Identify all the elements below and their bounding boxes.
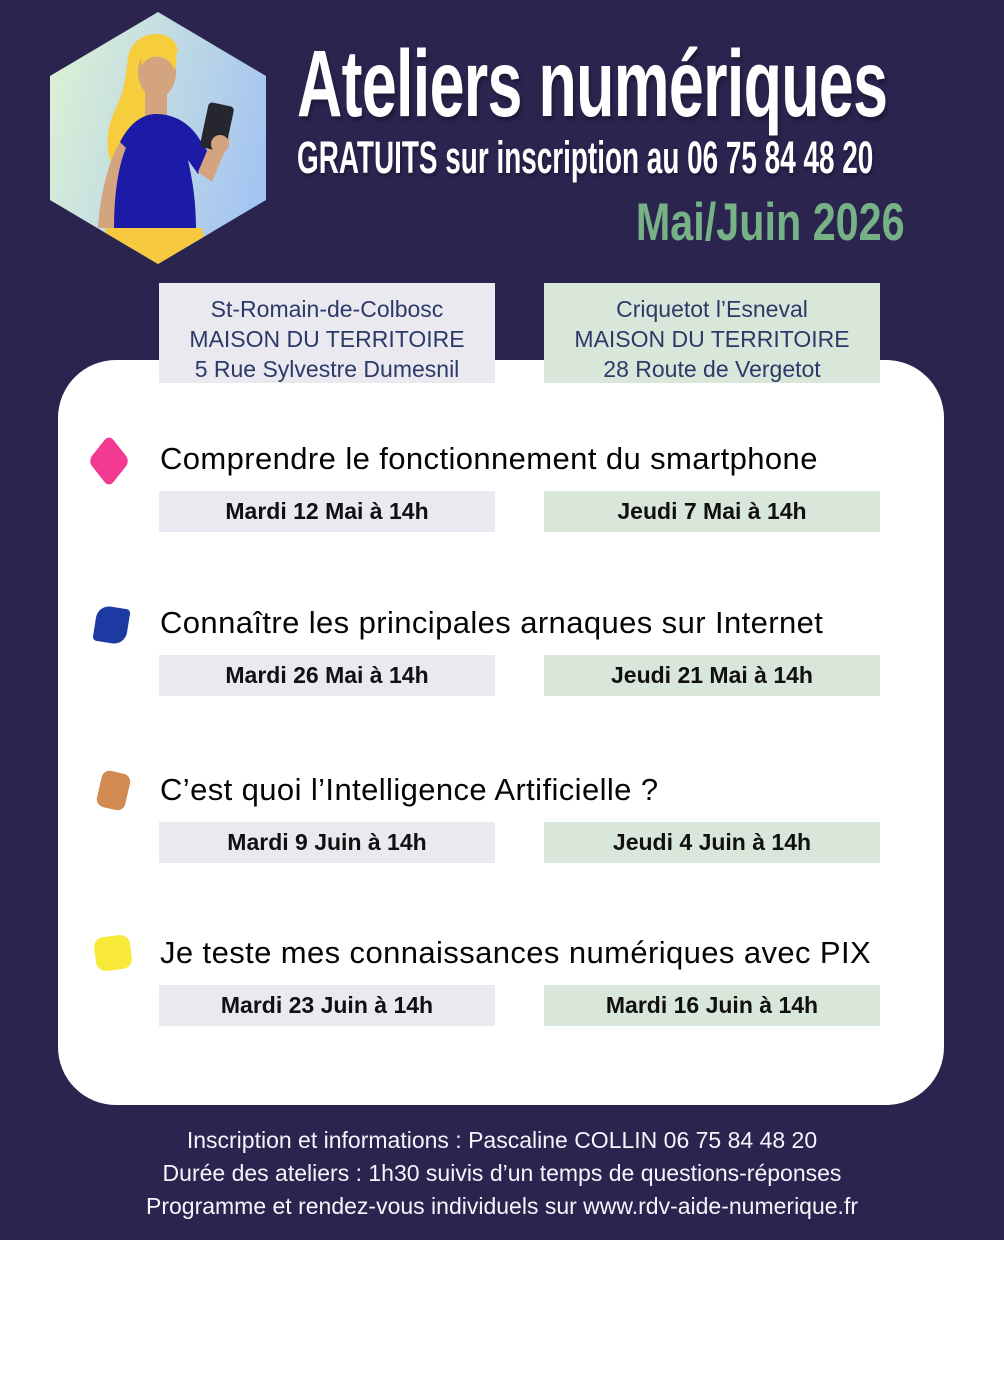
workshop-bullet-square-yellow — [93, 933, 133, 973]
workshops-card — [58, 360, 944, 1105]
location-city: St-Romain-de-Colbosc — [210, 296, 444, 322]
location-address: 5 Rue Sylvestre Dumesnil — [194, 356, 460, 382]
workshop-date-criquetot: Mardi 16 Juin à 14h — [544, 985, 880, 1026]
woman-with-phone-illustration — [50, 12, 266, 264]
location-venue: MAISON DU TERRITOIRE — [189, 326, 465, 352]
neck — [145, 90, 167, 120]
workshop-date-criquetot: Jeudi 4 Juin à 14h — [544, 822, 880, 863]
hair-front — [140, 42, 177, 70]
workshop-date-st-romain: Mardi 26 Mai à 14h — [159, 655, 495, 696]
workshop-title: Comprendre le fonctionnement du smartpho… — [160, 441, 818, 476]
location-city: Criquetot l’Esneval — [616, 296, 808, 322]
location-venue: MAISON DU TERRITOIRE — [574, 326, 850, 352]
footer-line-duree: Durée des ateliers : 1h30 suivis d’un te… — [162, 1160, 842, 1186]
skirt — [98, 228, 210, 264]
logo-band: RÉPUBLIQUE FRANÇAISE Liberté Égalité Fra… — [0, 1240, 1004, 1387]
workshop-date-st-romain: Mardi 23 Juin à 14h — [159, 985, 495, 1026]
period-label: Mai/Juin 2026 — [636, 193, 905, 252]
location-address: 28 Route de Vergetot — [603, 356, 821, 382]
workshop-title: Connaître les principales arnaques sur I… — [160, 605, 824, 640]
footer-line-programme: Programme et rendez-vous individuels sur… — [145, 1193, 858, 1219]
workshop-date-st-romain: Mardi 12 Mai à 14h — [159, 491, 495, 532]
location-box-criquetot: Criquetot l’Esneval MAISON DU TERRITOIRE… — [544, 283, 880, 383]
location-box-st-romain: St-Romain-de-Colbosc MAISON DU TERRITOIR… — [159, 283, 495, 383]
workshop-title: C’est quoi l’Intelligence Artificielle ? — [160, 772, 659, 807]
hand — [211, 135, 229, 153]
page-title: Ateliers numériques — [297, 31, 888, 137]
workshop-title: Je teste mes connaissances numériques av… — [160, 935, 872, 970]
hexagon-illustration — [48, 10, 268, 266]
left-arm — [98, 142, 126, 228]
workshop-date-criquetot: Jeudi 7 Mai à 14h — [544, 491, 880, 532]
workshop-date-st-romain: Mardi 9 Juin à 14h — [159, 822, 495, 863]
subtitle: GRATUITS sur inscription au 06 75 84 48 … — [297, 132, 874, 183]
workshop-date-criquetot: Jeudi 21 Mai à 14h — [544, 655, 880, 696]
shirt — [112, 114, 212, 228]
footer-info: Inscription et informations : Pascaline … — [0, 1124, 1004, 1223]
footer-line-inscription: Inscription et informations : Pascaline … — [186, 1127, 818, 1153]
